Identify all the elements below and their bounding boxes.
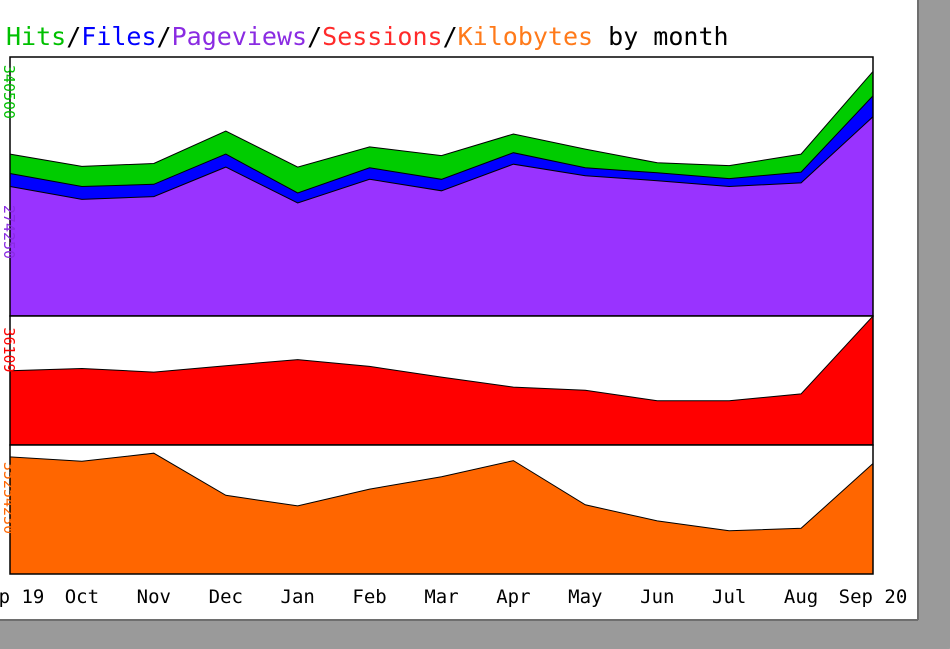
kilobytes-border [9, 444, 874, 575]
x-tick-label: Jul [712, 586, 746, 608]
traffic-panel [9, 56, 874, 317]
x-tick-label: Sep 19 [0, 586, 44, 608]
title-segment-6: Sessions [322, 22, 442, 51]
title-segment-3: / [157, 22, 172, 51]
kilobytes-panel [9, 444, 874, 575]
series-area-kilobytes [9, 452, 874, 575]
series-area-sessions [9, 314, 874, 446]
x-tick-label: Dec [209, 586, 243, 608]
x-tick-label: May [568, 586, 602, 608]
title-segment-2: Files [81, 22, 156, 51]
title-segment-9: by month [593, 22, 728, 51]
sessions-panel [9, 314, 874, 446]
title-segment-8: Kilobytes [458, 22, 593, 51]
x-axis-ticks: Sep 19 Oct Nov Dec Jan Feb Mar Apr May Jun Jul Aug S… [0, 586, 907, 608]
chart-title: Hits/Files/Pageviews/Sessions/Kilobytes … [6, 22, 729, 51]
series-area-pageviews [9, 115, 874, 317]
x-tick-label: Oct [65, 586, 99, 608]
x-tick-label: Sep 20 [839, 586, 908, 608]
frame-border-bottom [0, 620, 950, 649]
frame-border-right [918, 0, 950, 649]
x-tick-label: Jun [640, 586, 674, 608]
y-label-kilobytes-max: 35254230 [0, 462, 18, 534]
title-segment-7: / [443, 22, 458, 51]
x-tick-label: Feb [352, 586, 386, 608]
title-segment-1: / [66, 22, 81, 51]
y-label-hits-max: 340500 [0, 65, 18, 119]
y-label-sessions-max: 36109 [0, 327, 18, 372]
title-segment-0: Hits [6, 22, 66, 51]
x-tick-label: Mar [424, 586, 458, 608]
x-tick-label: Jan [281, 586, 315, 608]
y-axis-labels: 340500 274250 36109 35254230 [0, 65, 18, 534]
x-tick-label: Apr [496, 586, 530, 608]
y-label-pageviews-max: 274250 [0, 205, 18, 259]
title-segment-4: Pageviews [172, 22, 307, 51]
x-tick-label: Nov [137, 586, 171, 608]
x-tick-label: Aug [784, 586, 818, 608]
title-segment-5: / [307, 22, 322, 51]
